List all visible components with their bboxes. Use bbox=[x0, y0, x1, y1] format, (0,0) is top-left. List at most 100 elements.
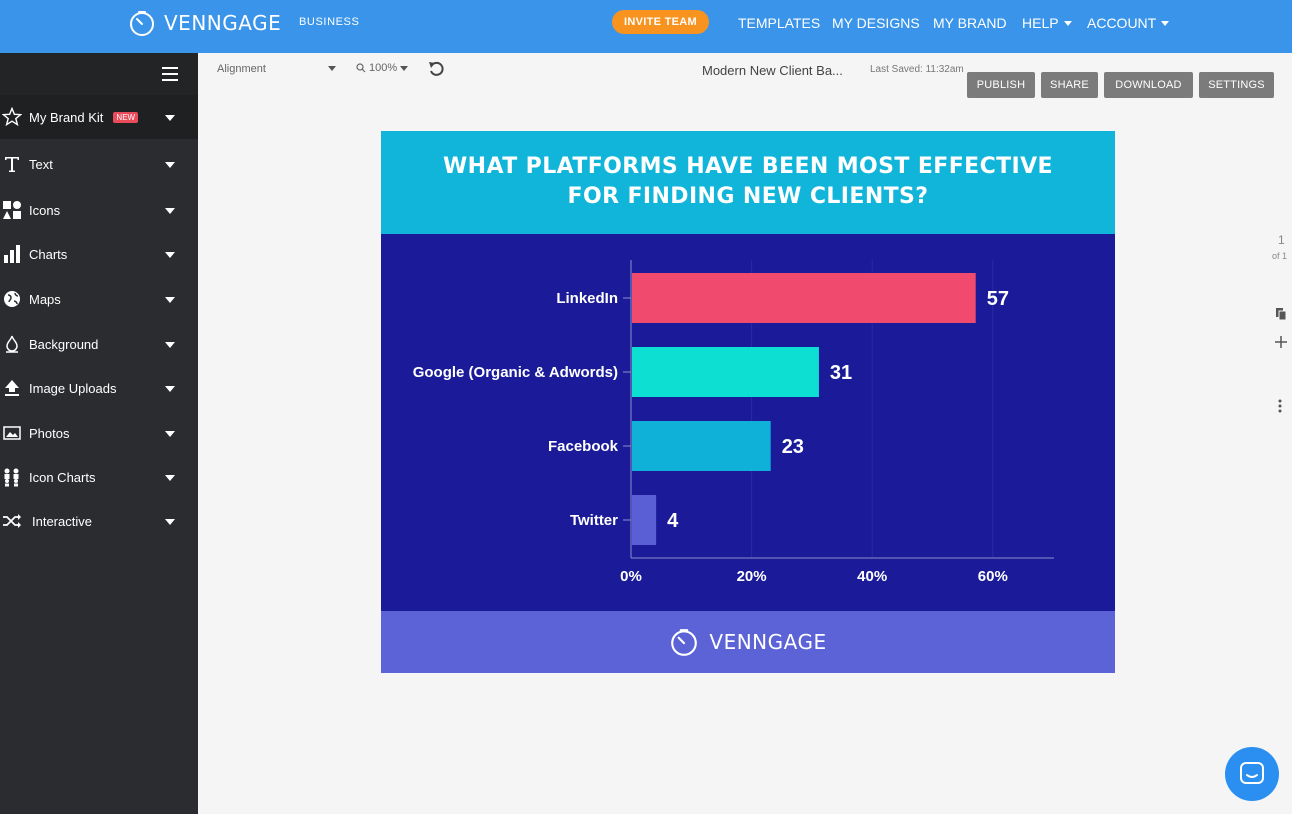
bar-1 bbox=[632, 347, 819, 397]
sidebar-item-charts[interactable]: Charts bbox=[0, 232, 198, 276]
x-tick-label-2: 40% bbox=[857, 568, 887, 585]
sidebar-item-icon-charts[interactable]: Icon Charts bbox=[0, 455, 198, 499]
canvas-title-line-1: WHAT PLATFORMS HAVE BEEN MOST EFFECTIVE bbox=[443, 154, 1053, 179]
sidebar-item-interactive[interactable]: Interactive bbox=[0, 499, 198, 543]
design-canvas[interactable]: WHAT PLATFORMS HAVE BEEN MOST EFFECTIVE … bbox=[381, 131, 1115, 673]
publish-button[interactable]: PUBLISH bbox=[967, 72, 1035, 98]
nav-my-designs-label: MY DESIGNS bbox=[832, 15, 920, 31]
footer-logo-text: VENNGAGE bbox=[709, 630, 827, 654]
sidebar-item-text[interactable]: Text bbox=[0, 142, 198, 186]
nav-help[interactable]: HELP bbox=[1022, 15, 1072, 31]
hamburger-menu-icon[interactable] bbox=[162, 67, 178, 85]
data-label-1: 31 bbox=[830, 362, 852, 384]
chevron-down-icon bbox=[165, 162, 175, 168]
shuffle-icon bbox=[2, 511, 22, 531]
text-icon bbox=[2, 154, 22, 174]
canvas-footer[interactable]: VENNGAGE bbox=[381, 611, 1115, 673]
sidebar-item-icons[interactable]: Icons bbox=[0, 188, 198, 232]
chat-icon bbox=[1240, 762, 1264, 784]
plan-label: BUSINESS bbox=[299, 16, 360, 28]
category-label-3: Twitter bbox=[570, 512, 618, 529]
chevron-down-icon bbox=[165, 208, 175, 214]
document-title[interactable]: Modern New Client Ba... bbox=[702, 63, 843, 78]
last-saved-status: Last Saved: 11:32am bbox=[870, 64, 964, 75]
sidebar-item-label: Icon Charts bbox=[29, 469, 96, 485]
people-icon bbox=[2, 467, 22, 487]
data-label-3: 4 bbox=[667, 510, 679, 532]
page-number: 1 bbox=[1278, 233, 1285, 247]
sidebar-item-label: Icons bbox=[29, 202, 61, 218]
magnifier-icon bbox=[356, 63, 366, 73]
canvas-title-line-2: FOR FINDING NEW CLIENTS? bbox=[567, 184, 929, 209]
zoom-level: 100% bbox=[369, 62, 398, 74]
bar-chart[interactable]: LinkedIn 57 Google (Organic & Adwords) 31 Fa… bbox=[381, 234, 1115, 611]
caret-down-icon bbox=[1161, 20, 1170, 26]
clock-logo-icon bbox=[671, 629, 698, 656]
nav-templates[interactable]: TEMPLATES bbox=[738, 15, 820, 31]
caret-down-icon bbox=[1063, 20, 1072, 26]
sidebar-item-background[interactable]: Background bbox=[0, 322, 198, 366]
sidebar-item-label: Image Uploads bbox=[29, 380, 117, 396]
bar-0 bbox=[632, 273, 976, 323]
sidebar-item-label: Charts bbox=[29, 246, 68, 262]
sidebar-item-label: Photos bbox=[29, 425, 70, 441]
sidebar-item-photos[interactable]: Photos bbox=[0, 411, 198, 455]
clock-logo-icon bbox=[130, 11, 154, 36]
x-tick-label-3: 60% bbox=[978, 568, 1008, 585]
sidebar-item-label: Interactive bbox=[32, 513, 92, 529]
duplicate-page-icon[interactable] bbox=[1275, 307, 1287, 321]
add-page-icon[interactable] bbox=[1274, 335, 1288, 349]
caret-down-icon bbox=[400, 66, 408, 71]
sidebar-item-my-brand-kit[interactable]: My Brand Kit NEW bbox=[0, 95, 198, 139]
chevron-down-icon bbox=[165, 431, 175, 437]
settings-button[interactable]: SETTINGS bbox=[1199, 72, 1274, 98]
chevron-down-icon bbox=[165, 115, 175, 121]
data-label-2: 23 bbox=[782, 436, 804, 458]
nav-help-label: HELP bbox=[1022, 15, 1059, 31]
more-options-icon[interactable] bbox=[1277, 398, 1283, 414]
category-label-1: Google (Organic & Adwords) bbox=[413, 364, 618, 381]
share-button[interactable]: SHARE bbox=[1041, 72, 1098, 98]
zoom-dropdown[interactable]: 100% bbox=[356, 62, 397, 74]
category-label-0: LinkedIn bbox=[556, 290, 618, 307]
new-badge: NEW bbox=[113, 111, 139, 123]
download-button[interactable]: DOWNLOAD bbox=[1104, 72, 1193, 98]
sidebar: My Brand Kit NEW Text Icons Charts Maps bbox=[0, 53, 198, 814]
chevron-down-icon bbox=[165, 386, 175, 392]
nav-templates-label: TEMPLATES bbox=[738, 15, 821, 31]
shapes-icon bbox=[2, 200, 22, 220]
sidebar-item-image-uploads[interactable]: Image Uploads bbox=[0, 366, 198, 410]
nav-my-brand[interactable]: MY BRAND bbox=[933, 15, 1007, 31]
bar-3 bbox=[632, 495, 657, 545]
nav-account[interactable]: ACCOUNT bbox=[1087, 15, 1170, 31]
nav-my-designs[interactable]: MY DESIGNS bbox=[832, 15, 920, 31]
invite-team-button[interactable]: INVITE TEAM bbox=[612, 10, 709, 34]
nav-account-label: ACCOUNT bbox=[1087, 15, 1157, 31]
page-total: of 1 bbox=[1272, 251, 1288, 261]
chevron-down-icon bbox=[165, 252, 175, 258]
paint-bucket-icon bbox=[2, 334, 22, 354]
x-tick-label-0: 0% bbox=[620, 568, 642, 585]
sidebar-item-label: My Brand Kit bbox=[29, 109, 104, 125]
venngage-logo[interactable]: VENNGAGE bbox=[128, 9, 281, 37]
undo-icon[interactable] bbox=[428, 60, 445, 77]
chat-support-button[interactable] bbox=[1225, 747, 1279, 801]
sidebar-item-maps[interactable]: Maps bbox=[0, 277, 198, 321]
chart-area[interactable]: LinkedIn 57 Google (Organic & Adwords) 31 Fa… bbox=[381, 234, 1115, 611]
alignment-dropdown[interactable]: Alignment bbox=[217, 63, 266, 75]
bar-2 bbox=[632, 421, 771, 471]
top-bar: VENNGAGE BUSINESS INVITE TEAM TEMPLATES … bbox=[0, 0, 1292, 53]
canvas-title[interactable]: WHAT PLATFORMS HAVE BEEN MOST EFFECTIVE … bbox=[381, 131, 1115, 234]
logo-text: VENNGAGE bbox=[164, 11, 282, 35]
chevron-down-icon bbox=[165, 297, 175, 303]
globe-icon bbox=[2, 289, 22, 309]
sidebar-top bbox=[0, 53, 198, 95]
bar-chart-icon bbox=[2, 244, 22, 264]
x-tick-label-1: 20% bbox=[737, 568, 767, 585]
sidebar-item-label: Maps bbox=[29, 291, 61, 307]
sidebar-item-label: Text bbox=[29, 156, 53, 172]
chevron-down-icon bbox=[165, 519, 175, 525]
chevron-down-icon bbox=[165, 475, 175, 481]
chevron-down-icon bbox=[165, 342, 175, 348]
photo-icon bbox=[2, 423, 22, 443]
